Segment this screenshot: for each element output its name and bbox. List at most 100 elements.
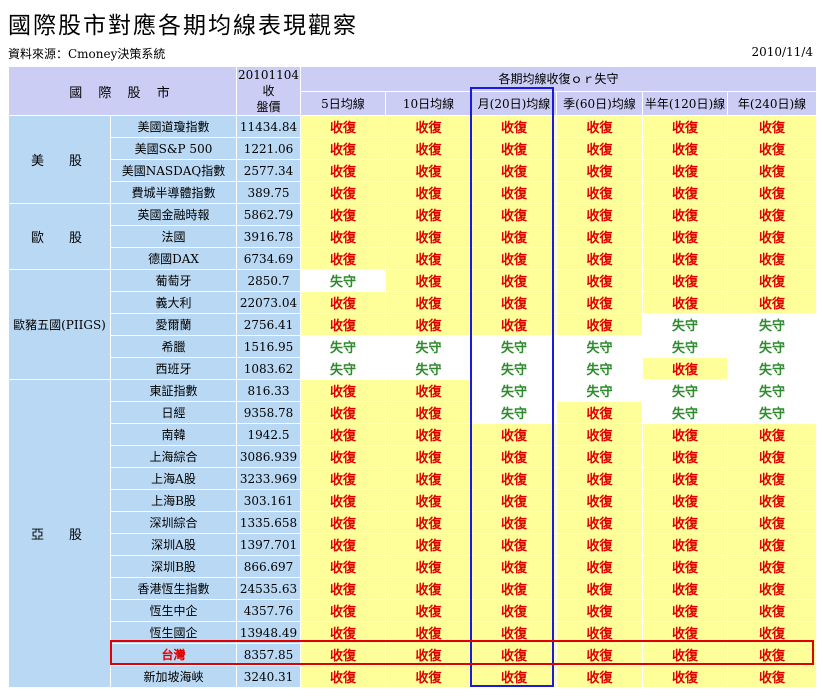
index-name: 新加坡海峽 [110, 665, 237, 688]
table-row: 深圳綜合 1335.658 收復 收復 收復 收復 收復 收復 [9, 511, 818, 534]
region-label: 美 股 [8, 115, 111, 204]
status-recovered: 收復 [300, 599, 386, 622]
status-recovered: 收復 [556, 489, 643, 512]
index-name: 希臘 [110, 335, 237, 358]
status-recovered: 收復 [300, 555, 386, 578]
table-row: 歐 股英國金融時報 5862.79 收復 收復 收復 收復 收復 收復 [8, 203, 818, 270]
ma-group-header: 各期均線收復ｏｒ失守 [299, 66, 818, 92]
closing-price: 4357.76 [236, 599, 301, 622]
closing-price: 3916.78 [236, 225, 301, 248]
table-row: 歐豬五國(PIIGS) 葡萄牙 2850.7 失守 收復 收復 收復 收復 收復 [8, 269, 818, 380]
status-recovered: 收復 [642, 357, 728, 380]
status-recovered: 收復 [300, 577, 386, 600]
status-recovered: 收復 [642, 665, 728, 688]
status-recovered: 收復 [385, 621, 472, 644]
status-recovered: 收復 [726, 181, 818, 204]
status-recovered: 收復 [726, 159, 818, 182]
status-recovered: 收復 [300, 511, 386, 534]
status-recovered: 收復 [471, 577, 557, 600]
index-name: 德國DAX [110, 247, 237, 270]
status-recovered: 收復 [385, 599, 472, 622]
status-lost: 失守 [642, 313, 728, 336]
status-recovered: 收復 [556, 423, 643, 446]
index-name: 深圳B股 [110, 555, 237, 578]
status-recovered: 收復 [556, 621, 643, 644]
status-recovered: 收復 [471, 313, 557, 336]
index-name: 愛爾蘭 [110, 313, 237, 336]
status-recovered: 收復 [385, 577, 472, 600]
closing-price: 3086.939 [236, 445, 301, 468]
status-recovered: 收復 [726, 115, 818, 138]
table-row: 西班牙 1083.62 失守 失守 失守 失守 收復 失守 [9, 357, 818, 380]
status-recovered: 收復 [642, 621, 728, 644]
closing-price: 2577.34 [236, 159, 301, 182]
index-name: 深圳A股 [110, 533, 237, 556]
status-recovered: 收復 [300, 401, 386, 424]
status-recovered: 收復 [300, 665, 386, 688]
ma-table: 國 際 股 市 20101104收 盤價 各期均線收復ｏｒ失守 5日均線 10日均… [8, 66, 818, 688]
closing-price: 3233.969 [236, 467, 301, 490]
status-recovered: 收復 [471, 247, 557, 270]
status-recovered: 收復 [300, 137, 386, 160]
closing-price: 5862.79 [236, 203, 301, 226]
status-recovered: 收復 [726, 555, 818, 578]
index-name: 費城半導體指數 [110, 181, 237, 204]
status-lost: 失守 [726, 357, 818, 380]
status-lost: 失守 [726, 401, 818, 424]
table-row: 希臘 1516.95 失守 失守 失守 失守 失守 失守 [9, 335, 818, 358]
table-row: 日經 9358.78 收復 收復 失守 收復 失守 失守 [9, 401, 818, 424]
status-recovered: 收復 [556, 137, 643, 160]
index-name: 義大利 [110, 291, 237, 314]
status-recovered: 收復 [471, 533, 557, 556]
table-row: 法國 3916.78 收復 收復 收復 收復 收復 收復 [9, 225, 818, 248]
status-recovered: 收復 [726, 665, 818, 688]
status-recovered: 收復 [300, 159, 386, 182]
table-row: 上海綜合 3086.939 收復 收復 收復 收復 收復 收復 [9, 445, 818, 468]
data-source: 資料來源：Cmoney決策系統 [8, 47, 166, 61]
status-lost: 失守 [726, 335, 818, 358]
closing-price: 13948.49 [236, 621, 301, 644]
status-recovered: 收復 [556, 643, 643, 666]
status-recovered: 收復 [300, 423, 386, 446]
status-recovered: 收復 [726, 291, 818, 314]
closing-price: 11434.84 [236, 115, 301, 138]
status-lost: 失守 [726, 313, 818, 336]
closing-price: 1397.701 [236, 533, 301, 556]
status-recovered: 收復 [642, 247, 728, 270]
index-name: 東証指數 [110, 379, 237, 402]
status-lost: 失守 [471, 379, 557, 402]
period-header: 年(240日)線 [726, 90, 818, 116]
status-recovered: 收復 [642, 445, 728, 468]
status-recovered: 收復 [471, 621, 557, 644]
status-recovered: 收復 [300, 203, 386, 226]
status-recovered: 收復 [642, 533, 728, 556]
status-recovered: 收復 [556, 577, 643, 600]
status-lost: 失守 [471, 357, 557, 380]
status-recovered: 收復 [385, 247, 472, 270]
index-name: 美國道瓊指數 [110, 115, 237, 138]
status-recovered: 收復 [385, 203, 472, 226]
index-name: 法國 [110, 225, 237, 248]
status-recovered: 收復 [471, 203, 557, 226]
status-recovered: 收復 [726, 489, 818, 512]
table-row: 深圳A股 1397.701 收復 收復 收復 收復 收復 收復 [9, 533, 818, 556]
status-recovered: 收復 [385, 533, 472, 556]
closing-price: 816.33 [236, 379, 301, 402]
status-recovered: 收復 [556, 401, 643, 424]
status-recovered: 收復 [726, 203, 818, 226]
page-title: 國際股市對應各期均線表現觀察 [8, 13, 358, 39]
table-row: 南韓 1942.5 收復 收復 收復 收復 收復 收復 [9, 423, 818, 446]
status-lost: 失守 [556, 357, 643, 380]
closing-price: 1083.62 [236, 357, 301, 380]
status-recovered: 收復 [556, 511, 643, 534]
status-recovered: 收復 [556, 203, 643, 226]
table-row: 恆生中企 4357.76 收復 收復 收復 收復 收復 收復 [9, 599, 818, 622]
status-recovered: 收復 [642, 511, 728, 534]
status-recovered: 收復 [726, 247, 818, 270]
status-recovered: 收復 [556, 291, 643, 314]
status-recovered: 收復 [726, 643, 818, 666]
status-recovered: 收復 [642, 489, 728, 512]
status-lost: 失守 [300, 335, 386, 358]
closing-price: 22073.04 [236, 291, 301, 314]
table-row: 愛爾蘭 2756.41 收復 收復 收復 收復 失守 失守 [9, 313, 818, 336]
